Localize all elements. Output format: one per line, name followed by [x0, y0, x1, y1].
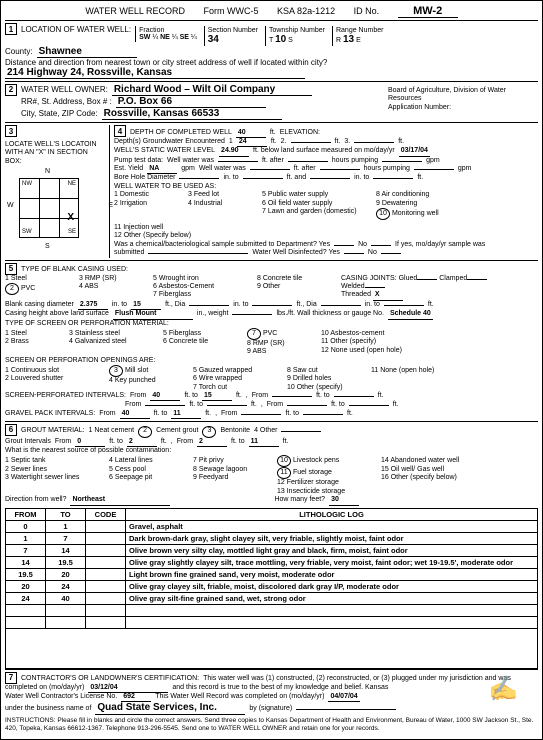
grout-lbl: GROUT MATERIAL:	[21, 427, 85, 435]
perf-to: 15	[202, 392, 232, 401]
lithologic-log-table: FROM TO CODE LITHOLOGIC LOG 01Gravel, as…	[5, 508, 538, 629]
gw1: 24	[237, 138, 267, 147]
section-1: 1 LOCATION OF WATER WELL: Fraction SW ¼ …	[5, 20, 538, 81]
perf-from: 40	[150, 392, 180, 401]
signature: ✍	[487, 675, 519, 706]
pvc-circled: 2	[5, 283, 19, 295]
county: Shawnee	[37, 46, 137, 58]
cont-lbl: What is the nearest source of possible c…	[5, 447, 538, 455]
depth-lbl: DEPTH OF COMPLETED WELL	[130, 129, 232, 137]
c11-circled: 11	[277, 467, 291, 479]
board-info: Board of Agriculture, Division of Water …	[388, 87, 538, 112]
range: Range NumberR 13 E	[332, 26, 386, 46]
township: Township NumberT 10 S	[265, 26, 328, 46]
rec-date: 04/07/04	[328, 693, 359, 702]
grav-to: 11	[171, 410, 201, 419]
screen-pvc-circled: 7	[247, 328, 261, 340]
casing-dia: 2.375	[78, 301, 108, 310]
section-6: 6GROUT MATERIAL:1 Neat cement 2Cement gr…	[5, 421, 538, 507]
title: WATER WELL RECORD	[85, 6, 185, 16]
num-2: 2	[5, 84, 17, 96]
section-5: 5TYPE OF BLANK CASING USED: 1 Steel2 PVC…	[5, 260, 538, 422]
log-row: 01Gravel, asphalt	[6, 520, 538, 532]
log-row: 2440Olive gray silt-fine grained sand, w…	[6, 592, 538, 604]
form-no: Form WWC-5	[204, 6, 259, 16]
lic-no: 692	[121, 693, 151, 702]
num-1: 1	[5, 23, 17, 35]
county-lbl: County:	[5, 47, 33, 56]
x-mark: X	[67, 212, 74, 223]
done-date: 03/12/04	[88, 684, 168, 693]
threaded-x: X	[373, 291, 403, 300]
owner-lbl: WATER WELL OWNER:	[21, 85, 108, 94]
ksa: KSA 82a-1212	[277, 6, 335, 16]
id-lbl: ID No.	[354, 6, 380, 16]
num-7: 7	[5, 672, 17, 684]
gi-to2: 11	[249, 438, 279, 447]
perf-lbl: SCREEN-PERFORATED INTERVALS:	[5, 392, 126, 400]
sec3-title: LOCATE WELL'S LOCATOIN WITH AN "X" IN SE…	[5, 141, 105, 166]
header: WATER WELL RECORD Form WWC-5 KSA 82a-121…	[5, 5, 538, 18]
swl-lbl: WELL'S STATIC WATER LEVEL	[114, 147, 215, 155]
biz-name: Quad State Services, Inc.	[95, 702, 245, 715]
use-lbl: WELL WATER TO BE USED AS:	[114, 183, 538, 191]
fraction: Fraction SW ¼ NE ¼ SE ¼	[135, 26, 200, 42]
section-2: 2 WATER WELL OWNER: Richard Wood – Wilt O…	[5, 81, 538, 123]
gw-lbl: Depth(s) Groundwater Encountered	[114, 138, 225, 146]
log-h-code: CODE	[86, 508, 126, 520]
casing-len: 15	[131, 301, 161, 310]
num-6: 6	[5, 424, 17, 436]
loc-title: LOCATION OF WATER WELL:	[21, 25, 131, 34]
city-lbl: City, State, ZIP Code:	[21, 109, 98, 118]
grout2-circled: 2	[138, 426, 152, 438]
c10-circled: 10	[277, 455, 291, 467]
est-yield: NA	[147, 165, 177, 174]
swl: 24.90	[219, 147, 249, 156]
section-7: 7 CONTRACTOR'S OR LANDOWNER'S CERTIFICATI…	[5, 669, 538, 735]
id-value: MW-2	[398, 5, 458, 18]
grav-from: 40	[120, 410, 150, 419]
address: 214 Highway 24, Rossville, Kansas	[5, 67, 305, 79]
owner-name: Richard Wood – Wilt Oil Company	[112, 84, 312, 96]
use-10-circled: 10	[376, 208, 390, 220]
grout3-circled: 3	[202, 426, 216, 438]
instructions: INSTRUCTIONS: Please fill in blanks and …	[5, 717, 538, 733]
box: P.O. Box 66	[116, 96, 266, 108]
section-3-4: 3 LOCATE WELL'S LOCATOIN WITH AN "X" IN S…	[5, 122, 538, 260]
cert-lbl: CONTRACTOR'S OR LANDOWNER'S CERTIFICATIO…	[21, 675, 199, 683]
city: Rossville, Kansas 66533	[102, 108, 282, 120]
log-row: 17Dark brown-dark gray, slight clayey si…	[6, 532, 538, 544]
screen-lbl: TYPE OF SCREEN OR PERFORATION MATERIAL:	[5, 320, 538, 328]
dist-lbl: Distance and direction from nearest town…	[5, 58, 538, 67]
log-row: 714Olive brown very silty clay, mottled …	[6, 544, 538, 556]
gi-to1: 2	[127, 438, 157, 447]
log-h-desc: LITHOLOGIC LOG	[126, 508, 538, 520]
millslot-circled: 3	[109, 365, 123, 377]
log-h-to: TO	[46, 508, 86, 520]
log-row: 19.520Light brown fine grained sand, ver…	[6, 568, 538, 580]
elev-lbl: ELEVATION:	[280, 129, 320, 137]
gi-from2: 2	[197, 438, 227, 447]
log-h-from: FROM	[6, 508, 46, 520]
casing-lbl: TYPE OF BLANK CASING USED:	[21, 266, 128, 274]
gi-from1: 0	[75, 438, 105, 447]
schedule: Schedule 40	[388, 310, 433, 319]
log-row: 2024Olive gray clayey silt, friable, moi…	[6, 580, 538, 592]
grav-lbl: GRAVEL PACK INTERVALS:	[5, 410, 95, 418]
num-3: 3	[5, 125, 17, 137]
dir-val: Northeast	[70, 496, 170, 505]
num-4: 4	[114, 125, 126, 137]
section-num: Section Number34	[204, 26, 261, 46]
addr-lbl: RR#, St. Address, Box # :	[21, 97, 112, 106]
feet-val: 30	[329, 496, 359, 505]
height: Flush Mount	[113, 310, 193, 319]
log-row: 1419.5Olive gray slightly clayey silt, t…	[6, 556, 538, 568]
swl-date: 03/17/04	[399, 147, 430, 156]
section-box: NENW SESW X	[19, 178, 79, 238]
open-lbl: SCREEN OR PERFORATION OPENINGS ARE:	[5, 357, 538, 365]
depth: 40	[236, 129, 266, 138]
num-5: 5	[5, 263, 17, 275]
